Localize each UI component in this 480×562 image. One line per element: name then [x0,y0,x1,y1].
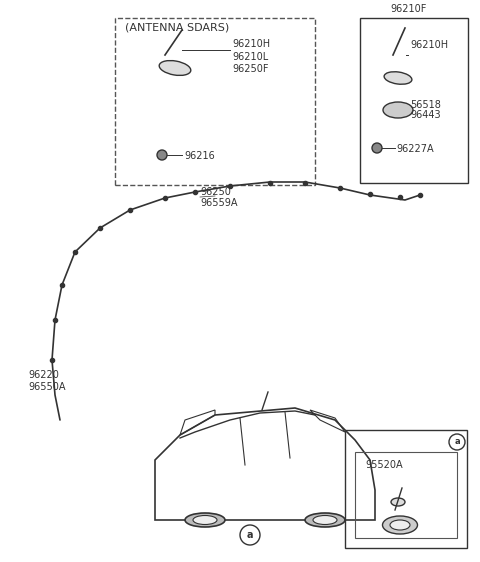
Text: 96216: 96216 [184,151,215,161]
Circle shape [449,434,465,450]
Ellipse shape [383,516,418,534]
Text: 96250F: 96250F [232,64,268,74]
Text: (ANTENNA SDARS): (ANTENNA SDARS) [125,22,229,32]
Ellipse shape [185,513,225,527]
Text: 96210H: 96210H [232,39,270,49]
Ellipse shape [193,515,217,524]
Text: 96210L: 96210L [232,52,268,62]
Text: a: a [247,530,253,540]
Text: 56518: 56518 [410,100,441,110]
Text: a: a [454,437,460,446]
Text: 96227A: 96227A [396,144,433,154]
Ellipse shape [159,61,191,75]
Circle shape [240,525,260,545]
Circle shape [372,143,382,153]
Text: 96250: 96250 [200,187,231,197]
Text: 96210H: 96210H [410,40,448,50]
Text: 96443: 96443 [410,110,441,120]
Text: 96550A: 96550A [28,382,65,392]
Text: 96220: 96220 [28,370,59,380]
Text: 96210F: 96210F [390,4,426,14]
Ellipse shape [391,498,405,506]
Ellipse shape [313,515,337,524]
Text: 96559A: 96559A [200,198,238,208]
Circle shape [157,150,167,160]
Ellipse shape [390,520,410,530]
Ellipse shape [305,513,345,527]
Ellipse shape [384,72,412,84]
Ellipse shape [383,102,413,118]
Text: 95520A: 95520A [365,460,403,470]
